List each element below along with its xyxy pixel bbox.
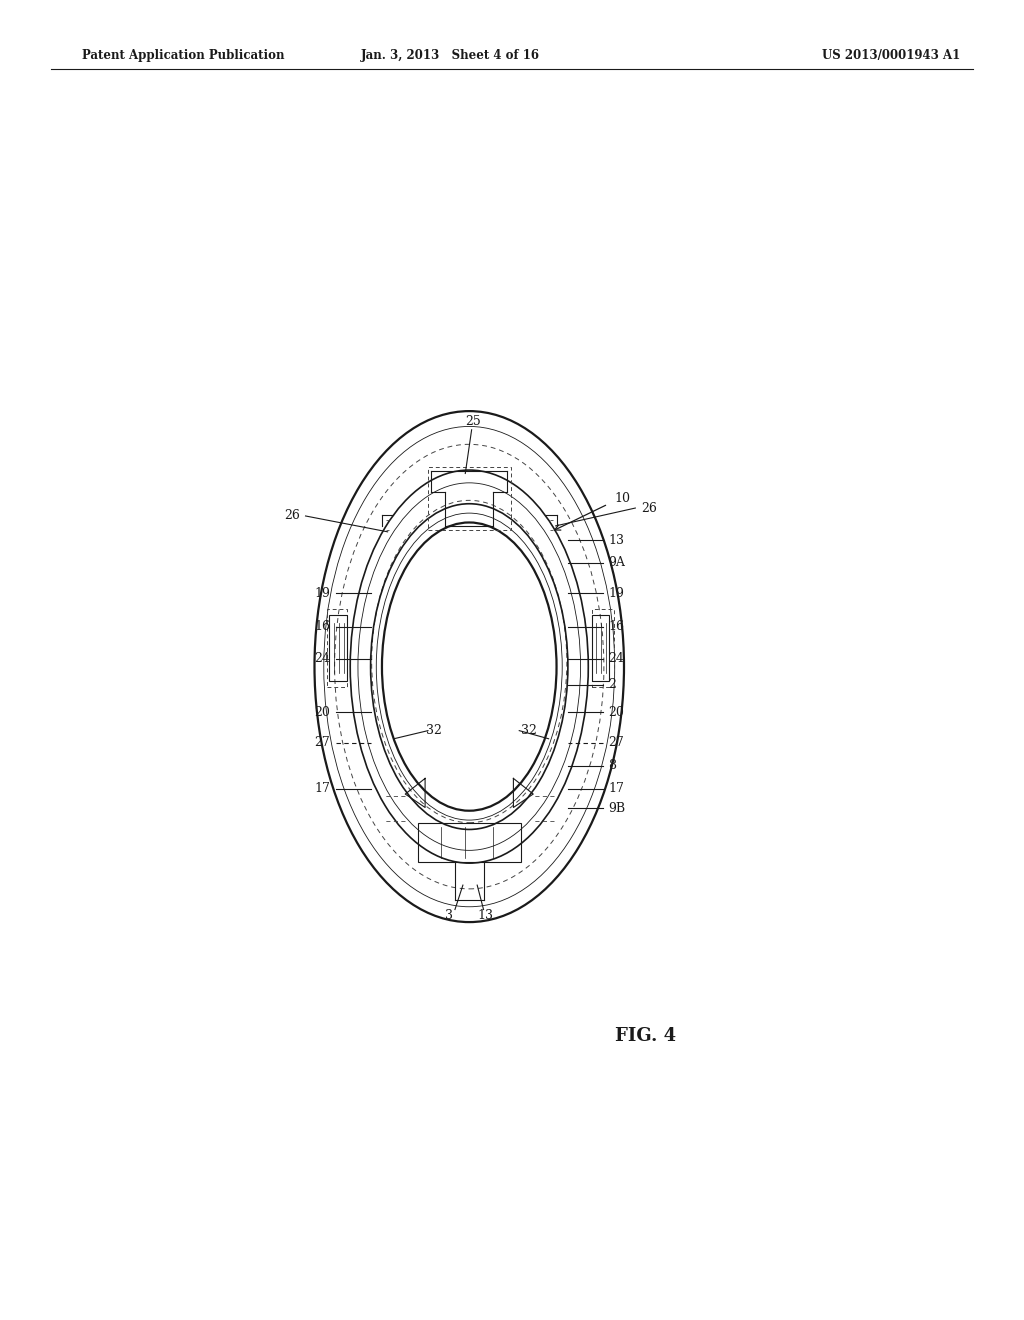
Text: Patent Application Publication: Patent Application Publication <box>82 49 285 62</box>
Text: 27: 27 <box>314 737 331 750</box>
Text: 13: 13 <box>608 533 624 546</box>
Text: 32: 32 <box>426 725 441 737</box>
Bar <box>327 609 347 688</box>
Text: 26: 26 <box>284 510 300 523</box>
Bar <box>592 615 609 681</box>
Text: 20: 20 <box>608 706 624 719</box>
Bar <box>418 824 521 862</box>
Text: 26: 26 <box>641 502 656 515</box>
Text: 17: 17 <box>608 781 624 795</box>
Bar <box>330 615 347 681</box>
Text: 24: 24 <box>608 652 624 665</box>
Text: 24: 24 <box>314 652 331 665</box>
Text: 17: 17 <box>314 781 331 795</box>
Text: 2: 2 <box>608 678 616 692</box>
Text: 27: 27 <box>608 737 624 750</box>
Text: Jan. 3, 2013   Sheet 4 of 16: Jan. 3, 2013 Sheet 4 of 16 <box>361 49 540 62</box>
Text: 9B: 9B <box>608 801 626 814</box>
Bar <box>592 609 614 688</box>
Text: 13: 13 <box>477 909 494 923</box>
Text: 9A: 9A <box>608 557 625 569</box>
Text: 20: 20 <box>314 706 331 719</box>
Text: 3: 3 <box>445 909 454 923</box>
Text: 10: 10 <box>614 491 631 504</box>
Text: 19: 19 <box>314 587 331 599</box>
Text: 16: 16 <box>314 620 331 634</box>
Text: 16: 16 <box>608 620 624 634</box>
Text: 19: 19 <box>608 587 624 599</box>
Text: 8: 8 <box>608 759 616 772</box>
Text: US 2013/0001943 A1: US 2013/0001943 A1 <box>821 49 961 62</box>
Text: FIG. 4: FIG. 4 <box>614 1027 676 1045</box>
Text: 25: 25 <box>465 414 481 428</box>
Text: 32: 32 <box>521 725 537 737</box>
